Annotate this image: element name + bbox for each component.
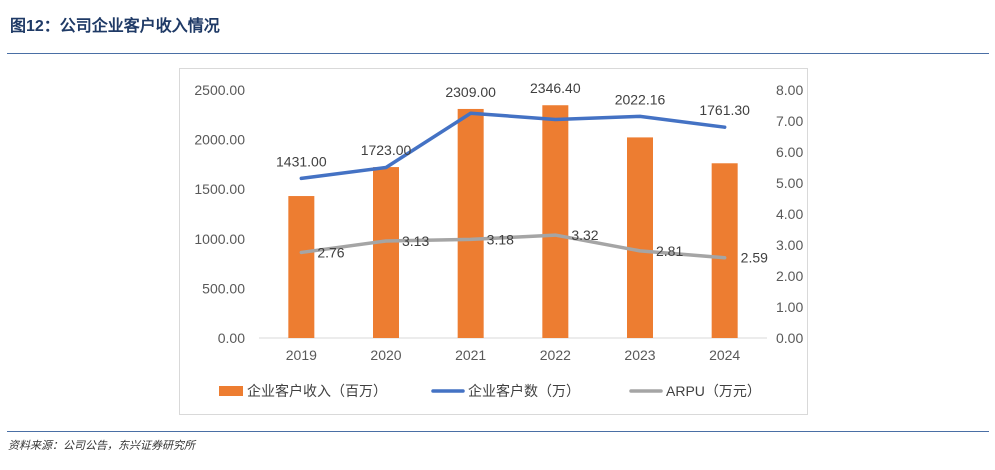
customers-line (299, 111, 727, 181)
arpu-data-label: 2.59 (741, 250, 768, 266)
source-note: 资料来源：公司公告，东兴证券研究所 (8, 440, 195, 452)
y-right-tick-label: 1.00 (776, 299, 803, 315)
y-right-tick-label: 8.00 (776, 82, 803, 98)
top-rule (7, 53, 989, 54)
revenue-data-label: 1761.30 (699, 102, 750, 118)
x-tick-label: 2019 (286, 347, 317, 363)
y-right-tick-label: 2.00 (776, 268, 803, 284)
legend-revenue-label: 企业客户收入（百万） (247, 383, 387, 399)
combo-chart: 0.00 500.00 1000.00 1500.00 2000.00 2500.00 0.… (194, 80, 803, 399)
customers-point (299, 176, 303, 180)
revenue-bar (542, 105, 569, 338)
y-right-tick-label: 5.00 (776, 175, 803, 191)
arpu-point (384, 239, 388, 243)
x-tick-label: 2021 (455, 347, 486, 363)
customers-point (638, 114, 642, 118)
legend-customers-label: 企业客户数（万） (468, 383, 580, 399)
y-left-tick-label: 1500.00 (194, 181, 245, 197)
revenue-bar (288, 196, 315, 338)
arpu-data-label: 3.32 (571, 227, 598, 243)
y-left-tick-label: 500.00 (202, 280, 245, 296)
y-left-tick-label: 0.00 (218, 330, 245, 346)
revenue-data-label: 2309.00 (445, 84, 496, 100)
y-right-tick-label: 0.00 (776, 330, 803, 346)
customers-point (384, 166, 388, 169)
bottom-rule (7, 431, 989, 432)
customers-point (469, 111, 473, 115)
revenue-bar (457, 108, 484, 338)
y-left-tick-label: 2000.00 (194, 132, 245, 148)
revenue-data-label: 1431.00 (276, 153, 327, 169)
y-right-tick-label: 7.00 (776, 113, 803, 129)
x-tick-label: 2022 (540, 347, 571, 363)
revenue-bar (711, 163, 738, 338)
arpu-data-label: 3.13 (402, 233, 429, 249)
arpu-data-label: 2.81 (656, 243, 683, 259)
arpu-point (299, 250, 303, 254)
arpu-line (299, 233, 727, 260)
arpu-data-label: 3.18 (487, 231, 514, 247)
customers-point (723, 125, 727, 129)
y-right-tick-label: 6.00 (776, 144, 803, 160)
revenue-data-label: 2022.16 (615, 91, 666, 107)
x-tick-label: 2024 (709, 347, 740, 363)
revenue-bar (373, 167, 399, 338)
legend-revenue-swatch (219, 386, 243, 396)
y-right-tick-label: 3.00 (776, 237, 803, 253)
arpu-data-label: 2.76 (317, 244, 344, 260)
revenue-data-label: 1723.00 (361, 142, 412, 158)
legend-arpu-label: ARPU（万元） (666, 383, 761, 399)
y-left-tick-label: 1000.00 (194, 231, 245, 247)
y-left-tick-label: 2500.00 (194, 82, 245, 98)
figure-title: 图12：公司企业客户收入情况 (10, 18, 220, 35)
y-right-tick-label: 4.00 (776, 206, 803, 222)
x-tick-label: 2023 (624, 347, 655, 363)
arpu-point (638, 249, 642, 253)
x-tick-label: 2020 (370, 347, 401, 363)
customers-point (553, 117, 557, 121)
arpu-point (723, 256, 727, 260)
arpu-point (469, 237, 473, 241)
revenue-bar (627, 137, 653, 338)
arpu-point (553, 233, 557, 237)
revenue-data-label: 2346.40 (530, 80, 581, 96)
